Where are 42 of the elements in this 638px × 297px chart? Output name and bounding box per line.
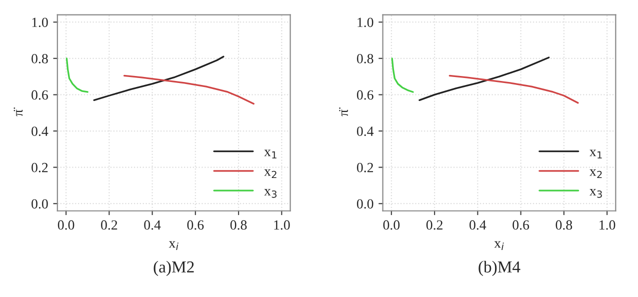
legend-label: x$_{1}$ xyxy=(590,150,602,158)
y-tick-label: 1.0 xyxy=(32,18,48,28)
x-tick-label: 0.0 xyxy=(383,220,400,230)
y-axis-title: π̈ xyxy=(14,107,23,116)
line-series xyxy=(448,74,579,104)
x-tick-label: 0.4 xyxy=(144,220,161,230)
x-axis-title: x$_{i}$ xyxy=(494,241,504,250)
y-tick-label: 1.0 xyxy=(358,18,374,28)
x-tick-label: 0.6 xyxy=(512,220,530,230)
legend-label: x$_{3}$ xyxy=(264,189,277,198)
x-tick-label: 0.2 xyxy=(426,220,442,230)
y-tick-label: 0.8 xyxy=(32,54,48,64)
legend-label: x$_{1}$ xyxy=(264,150,276,158)
y-tick-label: 0.2 xyxy=(32,162,48,172)
legend-label: x$_{3}$ xyxy=(590,189,602,198)
line-series xyxy=(66,58,88,93)
line-series xyxy=(93,56,224,101)
x-tick-label: 0.2 xyxy=(101,220,118,230)
y-tick-label: 0.8 xyxy=(356,54,374,64)
y-tick-label: 0.4 xyxy=(32,126,48,136)
y-tick-label: 0.0 xyxy=(356,199,374,209)
x-tick-label: 0.8 xyxy=(230,220,247,230)
x-tick-label: 0.8 xyxy=(556,220,572,230)
legend-label: x$_{2}$ xyxy=(590,169,602,178)
y-tick-label: 0.2 xyxy=(356,162,374,172)
line-series xyxy=(418,56,550,101)
line-series xyxy=(391,58,414,93)
text: (b)M4 xyxy=(478,260,520,276)
y-tick-label: 0.4 xyxy=(356,126,374,136)
y-tick-label: 0.0 xyxy=(32,199,48,209)
line-series xyxy=(123,74,254,105)
text: (a)M2 xyxy=(154,260,194,276)
x-tick-label: 0.4 xyxy=(470,220,486,230)
legend-label: x$_{2}$ xyxy=(264,169,276,178)
x-tick-label: 1.0 xyxy=(600,220,616,230)
y-axis-title: π̈ xyxy=(339,107,348,116)
y-tick-label: 0.6 xyxy=(32,90,48,100)
x-tick-label: 0.6 xyxy=(187,220,204,230)
y-tick-label: 0.6 xyxy=(356,90,374,100)
x-tick-label: 0.0 xyxy=(58,220,74,230)
x-axis-title: x$_{i}$ xyxy=(168,241,178,250)
x-tick-label: 1.0 xyxy=(274,220,290,230)
